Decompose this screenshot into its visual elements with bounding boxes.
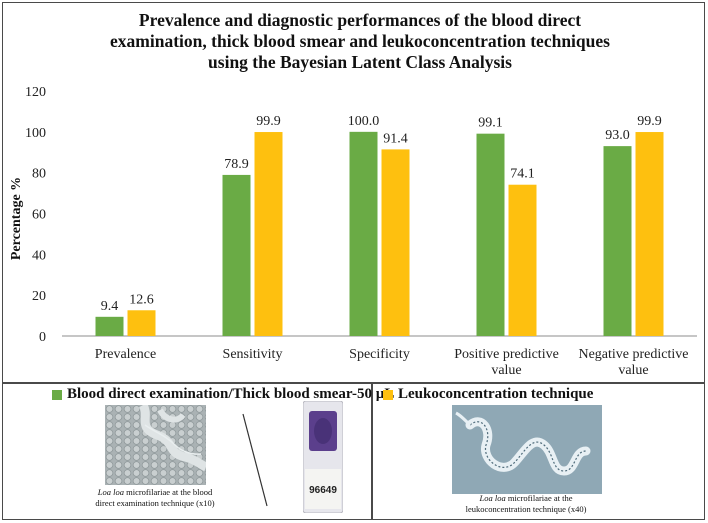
right-caption-line2: leukoconcentration technique (x40) — [465, 504, 587, 514]
legend-swatch-yellow — [383, 389, 393, 400]
bar-green-2 — [349, 131, 378, 336]
data-label-yellow-0: 12.6 — [129, 292, 154, 307]
chart-title-line-2: examination, thick blood smear and leuko… — [110, 31, 610, 51]
blood-direct-exam-micrograph — [105, 405, 206, 485]
data-label-green-4: 93.0 — [605, 128, 630, 143]
panel-divider-horizontal — [2, 382, 705, 384]
x-tick-label-1-0: Sensitivity — [223, 347, 283, 362]
legend-item-yellow: Leukoconcentration technique — [383, 386, 593, 403]
left-caption-species: Loa loa — [97, 487, 124, 497]
y-tick-label-2: 40 — [32, 248, 46, 263]
data-label-yellow-1: 99.9 — [256, 114, 281, 129]
data-label-green-0: 9.4 — [101, 299, 119, 314]
bar-green-4 — [603, 146, 632, 336]
left-caption-line1: microfilariae at the blood — [123, 487, 213, 497]
data-label-green-2: 100.0 — [348, 114, 380, 129]
bar-yellow-4 — [635, 132, 664, 336]
y-tick-label-6: 120 — [25, 85, 46, 100]
x-tick-label-3-1: value — [491, 363, 521, 378]
bar-yellow-0 — [127, 310, 156, 336]
slide-image — [303, 401, 343, 513]
x-tick-label-0-0: Prevalence — [95, 347, 156, 362]
y-tick-label-4: 80 — [32, 167, 46, 182]
y-tick-label-5: 100 — [25, 126, 46, 141]
right-caption-species: Loa loa — [479, 493, 506, 503]
y-tick-label-1: 20 — [32, 289, 46, 304]
data-label-yellow-2: 91.4 — [383, 131, 408, 146]
data-label-green-1: 78.9 — [224, 157, 249, 172]
chart-title-line-3: using the Bayesian Latent Class Analysis — [208, 52, 512, 72]
panel-divider-vertical — [371, 382, 373, 520]
right-caption: Loa loa microfilariae at the leukoconcen… — [440, 493, 612, 515]
data-label-green-3: 99.1 — [478, 116, 503, 131]
micrograph-image — [452, 405, 602, 494]
legend-label-green: Blood direct examination/Thick blood sme… — [67, 386, 395, 402]
y-tick-label-3: 60 — [32, 208, 46, 223]
slash-separator-icon — [242, 413, 268, 507]
x-tick-label-4-1: value — [618, 363, 648, 378]
x-tick-label-4-0: Negative predictive — [578, 347, 688, 362]
chart-title-line-1: Prevalence and diagnostic performances o… — [138, 10, 582, 30]
y-axis-title: Percentage % — [9, 177, 24, 260]
thick-blood-smear-slide: 96649 — [303, 401, 343, 513]
slide-label: 96649 — [309, 485, 337, 496]
left-caption: Loa loa microfilariae at the blood direc… — [60, 487, 250, 509]
legend-label-yellow: Leukoconcentration technique — [398, 386, 594, 402]
right-caption-line1: microfilariae at the — [505, 493, 573, 503]
chart-title: Prevalence and diagnostic performances o… — [60, 10, 660, 73]
data-label-yellow-3: 74.1 — [510, 167, 535, 182]
left-caption-line2: direct examination technique (x10) — [95, 498, 215, 508]
x-tick-label-3-0: Positive predictive — [454, 347, 559, 362]
legend-swatch-green — [52, 389, 62, 400]
x-tick-label-2-0: Specificity — [349, 347, 410, 362]
data-label-yellow-4: 99.9 — [637, 114, 662, 129]
bar-green-3 — [476, 133, 505, 336]
bar-yellow-3 — [508, 184, 537, 336]
bar-green-0 — [95, 316, 124, 336]
bar-yellow-1 — [254, 132, 283, 336]
leukoconcentration-micrograph — [452, 405, 602, 494]
bar-yellow-2 — [381, 149, 410, 336]
bar-green-1 — [222, 174, 251, 336]
micrograph-image — [105, 405, 206, 485]
bar-chart: 0 20 40 60 80 100 120 Percentage % 9.4 12.6 Preva… — [9, 85, 697, 378]
legend-item-green: Blood direct examination/Thick blood sme… — [52, 386, 394, 403]
y-tick-label-0: 0 — [39, 330, 46, 345]
